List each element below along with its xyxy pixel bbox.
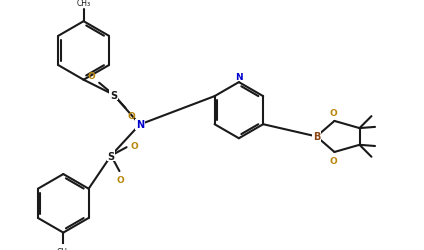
- Text: O: O: [130, 142, 138, 151]
- Text: CH₃: CH₃: [56, 247, 70, 250]
- Text: CH₃: CH₃: [77, 0, 91, 8]
- Text: S: S: [110, 90, 117, 100]
- Text: B: B: [313, 132, 320, 142]
- Text: O: O: [128, 112, 136, 121]
- Text: N: N: [136, 120, 144, 130]
- Text: O: O: [88, 72, 95, 81]
- Text: N: N: [235, 72, 243, 82]
- Text: O: O: [117, 175, 125, 184]
- Text: O: O: [329, 109, 337, 118]
- Text: S: S: [108, 151, 114, 161]
- Text: O: O: [329, 156, 337, 165]
